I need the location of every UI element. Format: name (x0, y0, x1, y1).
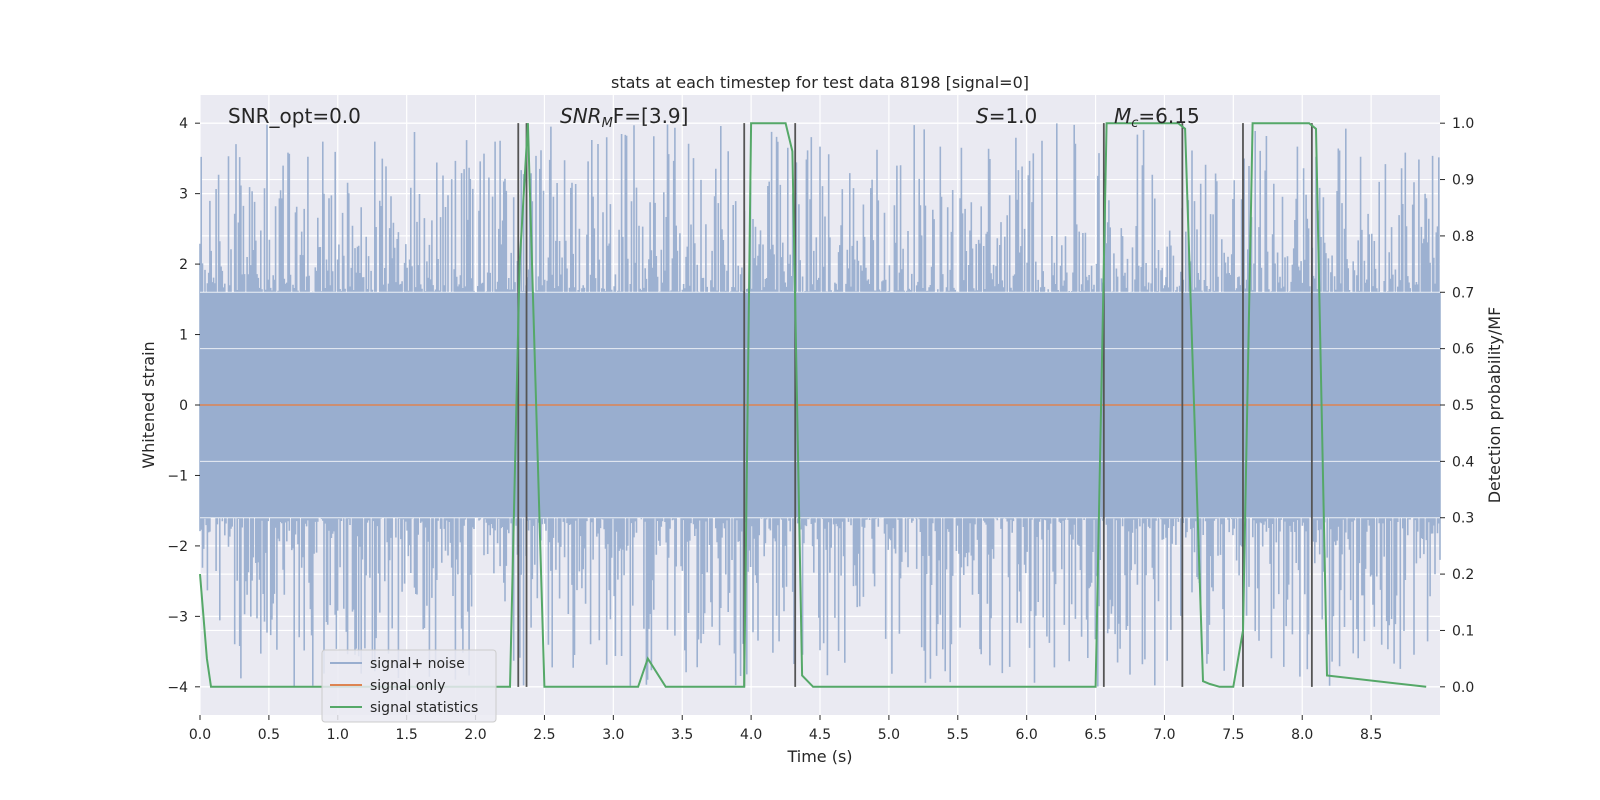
y-right-tick-label: 0.7 (1452, 285, 1474, 301)
series-signal-statistics (199, 122, 1427, 688)
axes: 0.0 0.5 1.0 1.5 2.0 2.5 3.0 3.5 4.0 4.5 5.0 5.5 6.0 6… (167, 116, 1474, 743)
y-tick-label: −2 (167, 539, 188, 555)
x-tick-label: 1.0 (327, 727, 349, 743)
annotation-snr-opt: SNR_opt=0.0 (228, 104, 361, 128)
x-axis-label: Time (s) (786, 747, 852, 766)
y-right-tick-label: 0.4 (1452, 454, 1474, 470)
x-tick-label: 8.0 (1291, 727, 1313, 743)
annotation-snr-mf: SNRMF=[3.9] (560, 104, 688, 131)
x-tick-label: 6.0 (1016, 727, 1038, 743)
x-tick-label: 0.0 (189, 727, 211, 743)
x-tick-label: 6.5 (1084, 727, 1106, 743)
y-tick-label: 2 (179, 257, 188, 273)
y-right-tick-label: 0.3 (1452, 511, 1474, 527)
signal-statistics-line (199, 122, 1427, 688)
chart-title: stats at each timestep for test data 819… (611, 73, 1029, 92)
x-tick-label: 2.0 (464, 727, 486, 743)
y-tick-label: 3 (179, 187, 188, 203)
y-right-tick-label: 0.5 (1452, 398, 1474, 414)
annotation-mc-sub: c (1131, 116, 1138, 131)
legend: signal+ noise signal only signal statist… (321, 649, 497, 723)
legend-box (321, 649, 497, 723)
y-tick-label: 4 (179, 116, 188, 132)
x-tick-label: 4.0 (740, 727, 762, 743)
x-tick-label: 0.5 (258, 727, 280, 743)
y-axis-right-label: Detection probability/MF (1485, 307, 1504, 504)
x-tick-label: 3.0 (602, 727, 624, 743)
y-right-tick-label: 0.9 (1452, 173, 1474, 189)
legend-label-signal-statistics: signal statistics (370, 700, 478, 716)
x-tick-label: 5.5 (947, 727, 969, 743)
annotation-snr-mf-main: SNR (560, 104, 602, 128)
y-tick-label: −3 (167, 609, 188, 625)
annotation-mc-main: M (1114, 104, 1131, 128)
annotation-snr-mf-sub: M (602, 116, 613, 131)
x-tick-label: 8.5 (1360, 727, 1382, 743)
y-tick-label: 1 (179, 328, 188, 344)
annotation-s: S=1.0 (976, 104, 1037, 128)
vertical-markers (517, 123, 1313, 687)
annotation-snr-mf-rest: F=[3.9] (613, 104, 689, 128)
y-right-tick-label: 0.1 (1452, 623, 1474, 639)
legend-label-signal-only: signal only (370, 678, 445, 694)
y-right-tick-label: 0.6 (1452, 342, 1474, 358)
y-tick-label: 0 (179, 398, 188, 414)
annotation-s-italic: S (976, 104, 989, 128)
annotation-mc-rest: =6.15 (1138, 104, 1199, 128)
y-right-tick-label: 0.0 (1452, 680, 1474, 696)
y-right-tick-label: 0.2 (1452, 567, 1474, 583)
y-right-tick-label: 0.8 (1452, 229, 1474, 245)
x-tick-label: 4.5 (809, 727, 831, 743)
x-tick-label: 1.5 (396, 727, 418, 743)
legend-label-signal-noise: signal+ noise (370, 656, 465, 672)
annotation-mc: Mc=6.15 (1114, 104, 1200, 131)
x-tick-label: 2.5 (533, 727, 555, 743)
x-tick-label: 7.5 (1222, 727, 1244, 743)
y-tick-label: −4 (167, 680, 188, 696)
y-tick-label: −1 (167, 468, 188, 484)
y-right-tick-label: 1.0 (1452, 116, 1474, 132)
x-tick-label: 3.5 (671, 727, 693, 743)
x-tick-label: 5.0 (878, 727, 900, 743)
x-tick-label: 7.0 (1153, 727, 1175, 743)
annotation-s-rest: =1.0 (989, 104, 1038, 128)
y-axis-label: Whitened strain (139, 341, 158, 468)
